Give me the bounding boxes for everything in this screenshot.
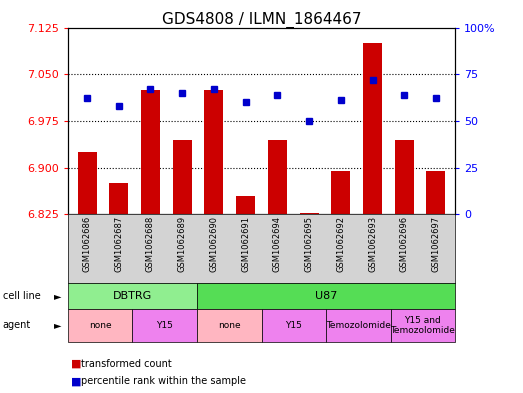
Text: ►: ►	[54, 291, 62, 301]
Bar	[197, 283, 455, 309]
Bar	[331, 171, 350, 214]
Text: GSM1062688: GSM1062688	[146, 216, 155, 272]
Text: Y15 and
Temozolomide: Y15 and Temozolomide	[390, 316, 455, 335]
Bar	[268, 140, 287, 214]
Text: GSM1062690: GSM1062690	[209, 216, 219, 272]
Bar	[204, 90, 223, 214]
Bar	[141, 90, 160, 214]
Text: none: none	[89, 321, 111, 330]
Bar	[262, 309, 326, 342]
Text: transformed count: transformed count	[81, 358, 172, 369]
Bar	[236, 195, 255, 214]
Title: GDS4808 / ILMN_1864467: GDS4808 / ILMN_1864467	[162, 11, 361, 28]
Bar	[395, 140, 414, 214]
Bar	[426, 171, 446, 214]
Text: GSM1062695: GSM1062695	[304, 216, 314, 272]
Bar	[109, 183, 128, 214]
Text: Y15: Y15	[286, 321, 302, 330]
Text: ■: ■	[71, 376, 81, 386]
Text: Temozolomide: Temozolomide	[326, 321, 391, 330]
Bar	[363, 43, 382, 214]
Text: Y15: Y15	[156, 321, 173, 330]
Text: GSM1062697: GSM1062697	[431, 216, 440, 272]
Bar	[173, 140, 192, 214]
Bar	[326, 309, 391, 342]
Text: GSM1062691: GSM1062691	[241, 216, 250, 272]
Bar	[197, 309, 262, 342]
Text: GSM1062696: GSM1062696	[400, 216, 409, 272]
Text: percentile rank within the sample: percentile rank within the sample	[81, 376, 246, 386]
Bar	[68, 283, 197, 309]
Text: ■: ■	[71, 358, 81, 369]
Text: none: none	[218, 321, 241, 330]
Text: agent: agent	[3, 320, 31, 330]
Text: GSM1062687: GSM1062687	[114, 216, 123, 272]
Text: GSM1062689: GSM1062689	[178, 216, 187, 272]
Text: GSM1062686: GSM1062686	[83, 216, 92, 272]
Bar	[77, 152, 97, 214]
Bar	[300, 213, 319, 214]
Text: GSM1062692: GSM1062692	[336, 216, 345, 272]
Text: U87: U87	[315, 291, 337, 301]
Text: GSM1062693: GSM1062693	[368, 216, 377, 272]
Bar	[68, 309, 132, 342]
Text: DBTRG: DBTRG	[113, 291, 152, 301]
Text: ►: ►	[54, 320, 62, 330]
Bar	[132, 309, 197, 342]
Text: cell line: cell line	[3, 291, 40, 301]
Text: GSM1062694: GSM1062694	[273, 216, 282, 272]
Bar	[391, 309, 455, 342]
